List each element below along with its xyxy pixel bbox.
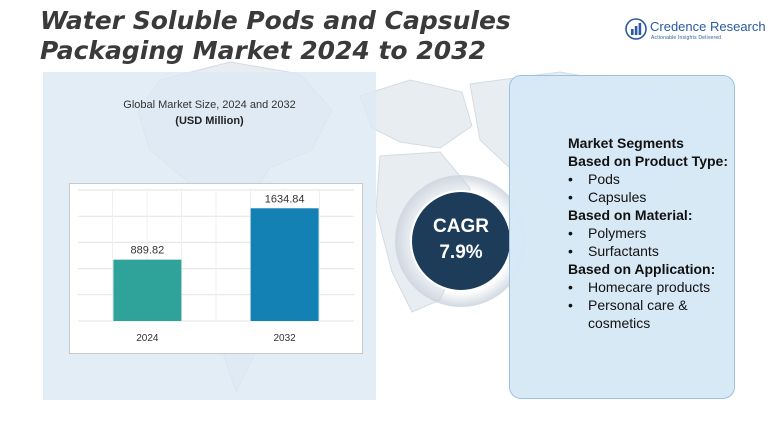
chart-unit: (USD Million) xyxy=(175,115,244,127)
segment-item: Surfactants xyxy=(568,242,733,260)
bar-2024 xyxy=(113,259,182,321)
bar-chart: 889.82 2024 1634.84 2032 xyxy=(69,183,363,354)
x-tick-label: 2024 xyxy=(136,333,159,344)
segment-item: Personal care & cosmetics xyxy=(568,296,733,332)
chart-panel: Global Market Size, 2024 and 2032 (USD M… xyxy=(43,72,376,400)
segments-title: Market Segments xyxy=(568,135,684,151)
segment-item: Capsules xyxy=(568,188,733,206)
data-label: 1634.84 xyxy=(265,193,305,205)
page-title: Water Soluble Pods and Capsules Packagin… xyxy=(40,6,511,65)
segment-item: Pods xyxy=(568,170,733,188)
cagr-value: 7.9% xyxy=(439,242,483,263)
segment-group-heading: Based on Application: xyxy=(568,261,716,277)
market-segments-list: Market Segments Based on Product Type:Po… xyxy=(568,134,733,332)
segment-item: Polymers xyxy=(568,224,733,242)
market-segments-panel: Market Segments Based on Product Type:Po… xyxy=(509,75,735,399)
bar-chart-canvas: 889.82 2024 1634.84 2032 xyxy=(78,189,354,344)
cagr-label: CAGR xyxy=(433,216,489,237)
chart-title: Global Market Size, 2024 and 2032 xyxy=(123,99,296,111)
credence-bars-icon xyxy=(625,18,647,40)
cagr-badge: CAGR 7.9% xyxy=(410,190,512,292)
segment-group-heading: Based on Material: xyxy=(568,207,693,223)
x-tick-label: 2032 xyxy=(273,333,296,344)
credence-research-logo: Credence Research Actionable Insights De… xyxy=(625,18,766,44)
segment-group-heading: Based on Product Type: xyxy=(568,153,728,169)
logo-name: Credence Research xyxy=(650,19,766,34)
bar-2032 xyxy=(250,208,319,321)
data-label: 889.82 xyxy=(131,245,165,257)
logo-tagline: Actionable Insights Delivered xyxy=(651,35,722,41)
segment-item: Homecare products xyxy=(568,278,733,296)
